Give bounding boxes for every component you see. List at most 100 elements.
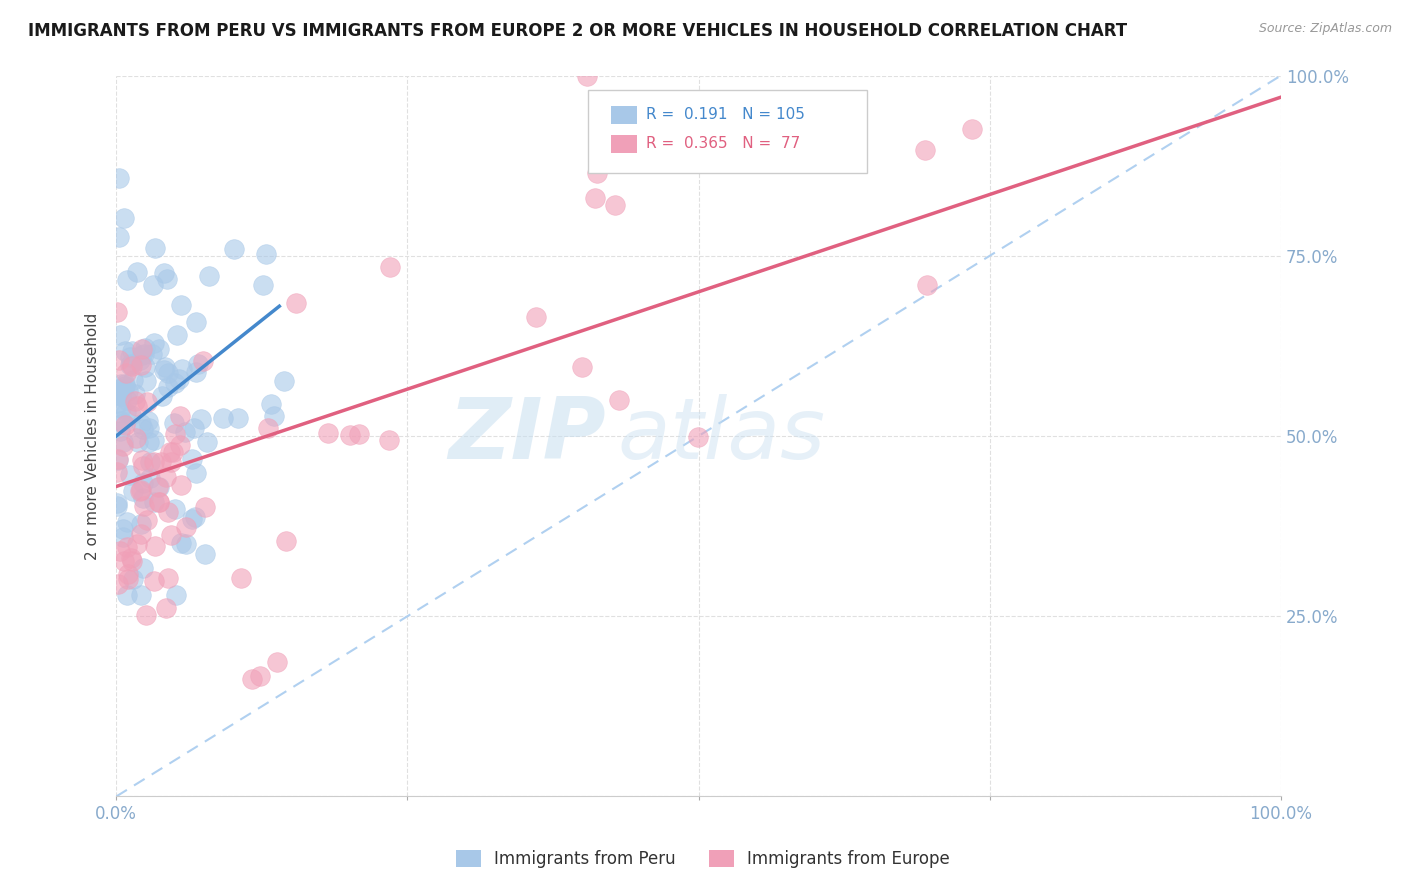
Point: [174, 537, 197, 551]
Point: [583, 191, 606, 205]
Point: [165, 588, 187, 602]
Point: [170, 362, 193, 376]
Point: [139, 471, 162, 485]
Bar: [612, 106, 637, 124]
Point: [149, 455, 172, 469]
Point: [163, 502, 186, 516]
Point: [142, 335, 165, 350]
Point: [117, 384, 139, 398]
Point: [129, 483, 152, 497]
Point: [585, 166, 607, 180]
Point: [134, 341, 156, 355]
Point: [169, 438, 191, 452]
Point: [131, 342, 153, 356]
Point: [107, 388, 129, 402]
Text: IMMIGRANTS FROM PERU VS IMMIGRANTS FROM EUROPE 2 OR MORE VEHICLES IN HOUSEHOLD C: IMMIGRANTS FROM PERU VS IMMIGRANTS FROM …: [28, 22, 1128, 40]
Point: [240, 672, 263, 686]
Point: [108, 229, 131, 244]
Point: [118, 350, 141, 364]
Point: [960, 122, 983, 136]
Point: [160, 455, 183, 469]
Point: [285, 296, 308, 310]
Point: [155, 600, 177, 615]
Point: [163, 416, 186, 430]
Point: [222, 243, 245, 257]
Point: [170, 478, 193, 492]
Point: [194, 548, 217, 562]
Bar: [612, 135, 637, 153]
Point: [108, 424, 131, 438]
Point: [110, 389, 132, 403]
Point: [108, 544, 131, 558]
Point: [138, 421, 160, 435]
Point: [125, 431, 148, 445]
Point: [118, 468, 141, 483]
Point: [131, 452, 153, 467]
Point: [142, 455, 165, 469]
Point: [108, 328, 131, 343]
Text: R =  0.191   N = 105: R = 0.191 N = 105: [647, 107, 806, 122]
Point: [122, 373, 145, 387]
Point: [131, 358, 153, 372]
Point: [112, 435, 135, 450]
Point: [191, 353, 214, 368]
Point: [108, 352, 131, 367]
Point: [122, 572, 145, 586]
Point: [187, 357, 209, 371]
Point: [120, 358, 142, 372]
Point: [198, 269, 221, 284]
Point: [117, 540, 139, 554]
Point: [121, 344, 143, 359]
Point: [142, 433, 165, 447]
Point: [339, 428, 361, 442]
Point: [143, 494, 166, 508]
Point: [146, 480, 169, 494]
Point: [228, 411, 250, 425]
Point: [134, 360, 156, 375]
Point: [112, 531, 135, 545]
Point: [107, 305, 129, 319]
Point: [143, 539, 166, 553]
Point: [571, 360, 593, 375]
Point: [112, 211, 135, 226]
Point: [195, 434, 218, 449]
Point: [318, 425, 340, 440]
Point: [576, 69, 599, 83]
Point: [184, 365, 207, 379]
Point: [115, 515, 138, 529]
Point: [138, 435, 160, 450]
Point: [142, 278, 165, 293]
Point: [186, 315, 208, 329]
Point: [186, 466, 208, 480]
Point: [143, 574, 166, 588]
Point: [524, 310, 547, 324]
Point: [132, 347, 155, 361]
Point: [124, 393, 146, 408]
Point: [108, 171, 131, 186]
Point: [183, 421, 205, 435]
Point: [110, 376, 132, 391]
Point: [115, 588, 138, 602]
Point: [107, 577, 129, 591]
FancyBboxPatch shape: [588, 90, 868, 173]
Point: [110, 414, 132, 428]
Point: [136, 394, 159, 409]
Legend: Immigrants from Peru, Immigrants from Europe: Immigrants from Peru, Immigrants from Eu…: [449, 843, 957, 875]
Point: [107, 499, 129, 513]
Point: [107, 453, 129, 467]
Point: [110, 401, 132, 415]
Text: Source: ZipAtlas.com: Source: ZipAtlas.com: [1258, 22, 1392, 36]
Point: [131, 516, 153, 531]
Point: [260, 397, 283, 411]
Point: [153, 266, 176, 280]
Point: [914, 144, 936, 158]
Point: [129, 352, 152, 367]
Point: [157, 505, 180, 519]
Point: [688, 430, 710, 444]
Point: [132, 422, 155, 436]
Point: [141, 347, 163, 361]
Point: [121, 359, 143, 373]
Point: [107, 466, 129, 480]
Point: [157, 380, 180, 394]
Point: [837, 125, 859, 139]
